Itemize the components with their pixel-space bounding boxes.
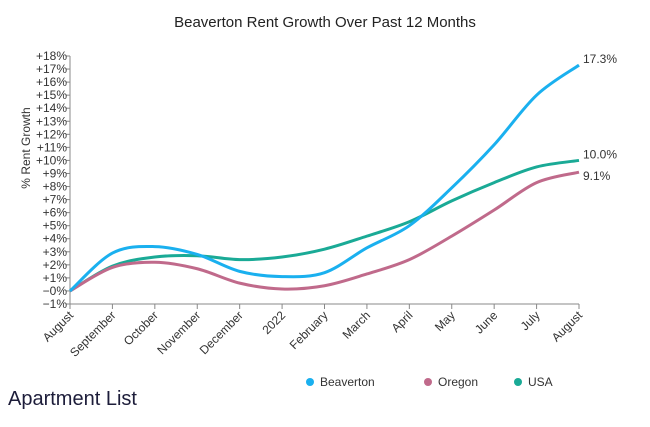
- y-tick-label: +8%: [43, 180, 68, 194]
- y-tick-label: −1%: [43, 297, 68, 311]
- y-axis-label: % Rent Growth: [19, 107, 33, 188]
- x-tick-label: April: [389, 308, 416, 335]
- x-tick-label: November: [154, 308, 203, 357]
- y-tick-label: +10%: [36, 153, 67, 167]
- x-tick-label: May: [432, 308, 458, 334]
- y-tick-label: −0%: [43, 284, 68, 298]
- y-tick-label: +15%: [36, 88, 67, 102]
- y-tick-label: +3%: [43, 245, 68, 259]
- y-tick-label: +17%: [36, 62, 67, 76]
- x-tick-label: July: [518, 308, 543, 333]
- x-tick-label: December: [197, 308, 246, 357]
- x-tick-label: June: [472, 308, 501, 337]
- y-tick-label: +2%: [43, 258, 68, 272]
- logo-text: Apartment List: [8, 388, 137, 410]
- x-tick-label: August: [40, 308, 77, 345]
- y-tick-label: +12%: [36, 127, 67, 141]
- y-tick-label: +16%: [36, 75, 67, 89]
- end-label-oregon: 9.1%: [583, 169, 611, 183]
- apartment-list-logo: Apartment List: [8, 388, 137, 411]
- x-tick-label: February: [287, 308, 331, 352]
- x-tick-label: September: [67, 308, 118, 359]
- x-tick-label: August: [549, 308, 586, 345]
- legend-marker-usa: [514, 378, 522, 386]
- series-line-beaverton: [68, 63, 580, 293]
- series-line-oregon: [69, 170, 580, 293]
- chart-title: Beaverton Rent Growth Over Past 12 Month…: [174, 14, 476, 31]
- y-tick-label: +5%: [43, 219, 68, 233]
- y-tick-label: +7%: [43, 193, 68, 207]
- y-tick-label: +1%: [43, 271, 68, 285]
- legend-marker-beaverton: [306, 378, 314, 386]
- y-tick-label: +11%: [37, 140, 67, 154]
- y-tick-label: +18%: [36, 49, 67, 63]
- y-tick-label: +14%: [36, 101, 67, 115]
- y-tick-label: +6%: [43, 206, 68, 220]
- end-label-beaverton: 17.3%: [583, 52, 617, 66]
- y-tick-label: +13%: [36, 114, 67, 128]
- series-line-usa: [69, 158, 580, 293]
- legend-marker-oregon: [424, 378, 432, 386]
- legend-label-oregon: Oregon: [438, 375, 478, 389]
- y-tick-label: +4%: [43, 232, 68, 246]
- end-label-usa: 10.0%: [583, 147, 617, 161]
- legend-label-usa: USA: [528, 375, 553, 389]
- x-tick-label: October: [121, 308, 161, 348]
- legend-label-beaverton: Beaverton: [320, 375, 375, 389]
- y-tick-label: +9%: [43, 166, 68, 180]
- x-tick-label: 2022: [259, 308, 288, 337]
- x-tick-label: March: [340, 308, 373, 341]
